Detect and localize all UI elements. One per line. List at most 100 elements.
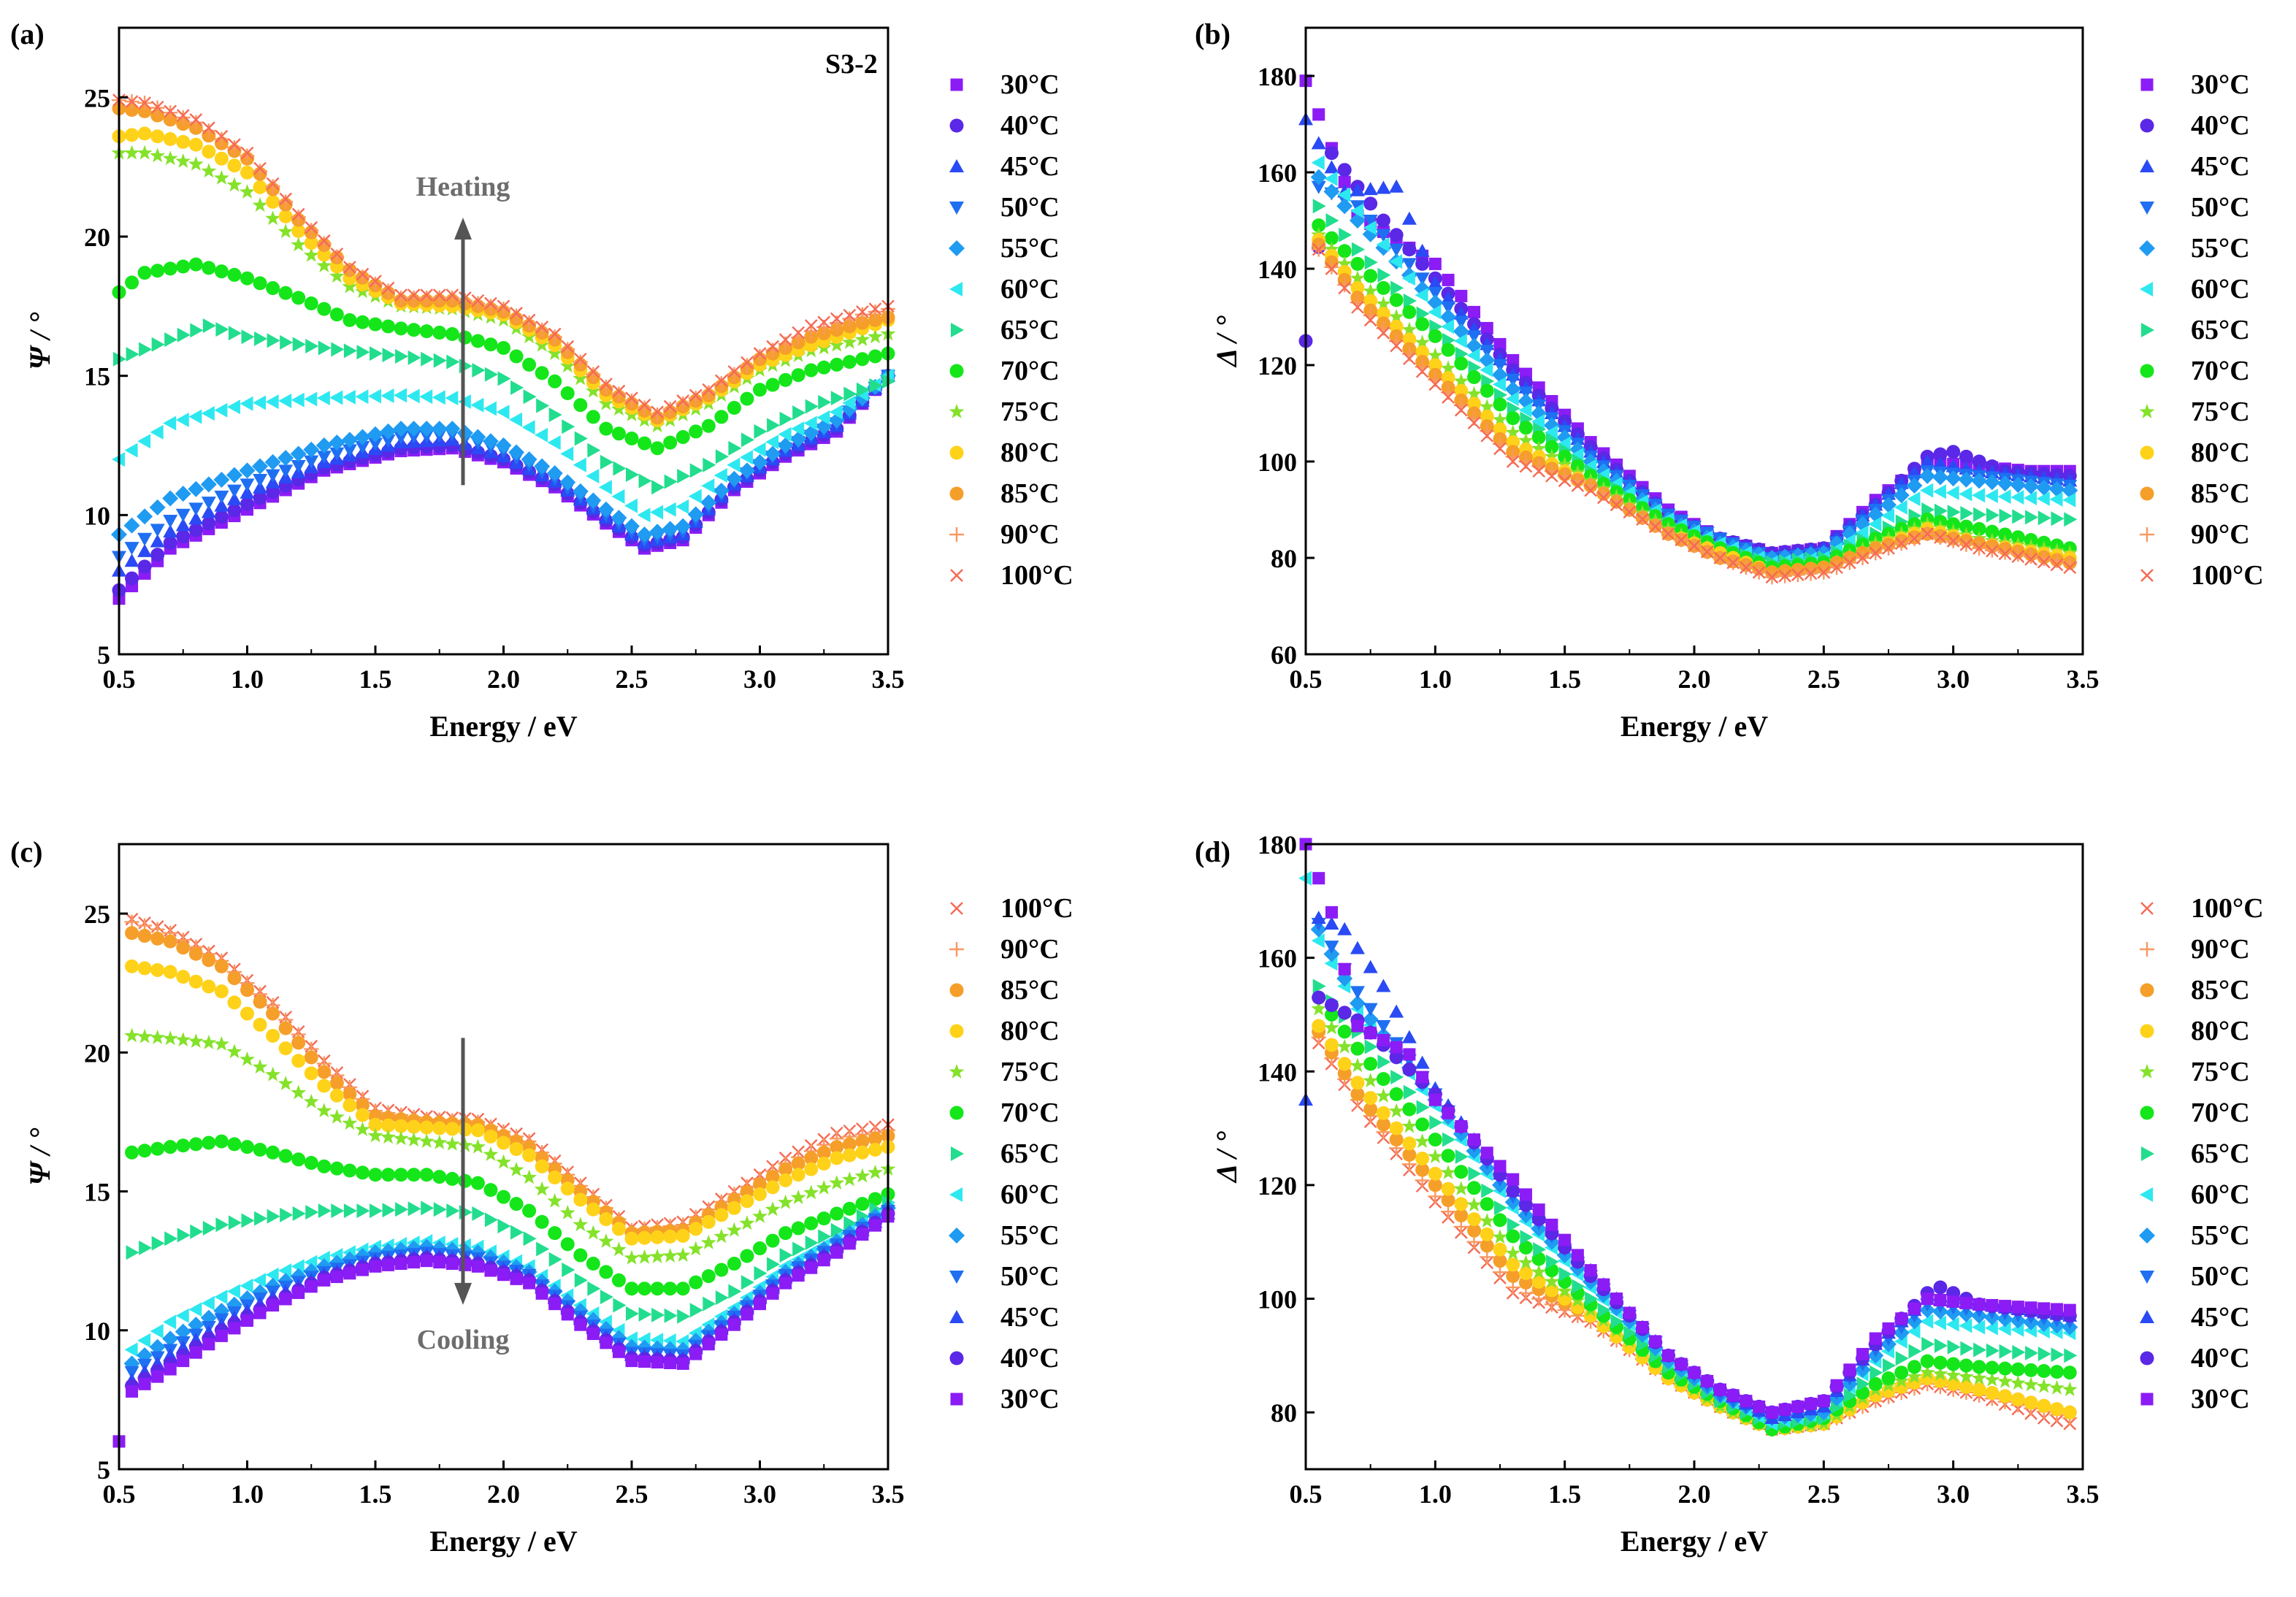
point-30 xyxy=(1493,337,1507,351)
legend-marker-90 xyxy=(2140,527,2154,542)
point-90 xyxy=(253,164,268,179)
point-75 xyxy=(841,1171,857,1187)
point-30 xyxy=(741,1308,754,1321)
point-70 xyxy=(253,1142,267,1157)
point-70 xyxy=(842,355,857,369)
point-30 xyxy=(1351,1019,1364,1033)
legend-label: 100°C xyxy=(1000,560,1074,591)
point-60 xyxy=(1894,499,1907,515)
point-70 xyxy=(765,378,780,392)
point-30 xyxy=(471,1260,484,1273)
point-100 xyxy=(1934,531,1947,544)
legend-marker-50 xyxy=(949,1271,964,1284)
point-70 xyxy=(1985,1360,2000,1375)
point-90 xyxy=(226,139,242,155)
point-100 xyxy=(651,405,664,419)
point-65 xyxy=(843,386,857,402)
y-tick-label: 25 xyxy=(84,900,110,929)
point-65 xyxy=(190,323,204,338)
point-50 xyxy=(1441,301,1456,315)
point-90 xyxy=(278,194,294,210)
point-30 xyxy=(1455,289,1468,302)
point-90 xyxy=(201,123,216,139)
point-100 xyxy=(291,207,305,221)
legend-label: 90°C xyxy=(2191,934,2250,965)
point-65 xyxy=(370,1203,383,1219)
point-85 xyxy=(291,1035,306,1050)
point-80 xyxy=(368,1117,383,1132)
point-55 xyxy=(123,517,140,534)
point-100 xyxy=(676,394,690,407)
legend-label: 100°C xyxy=(1000,893,1074,924)
point-30 xyxy=(1907,1302,1921,1315)
legend-label: 50°C xyxy=(1000,192,1060,223)
point-65 xyxy=(228,326,242,341)
point-60 xyxy=(739,450,753,465)
point-65 xyxy=(689,463,703,478)
point-75 xyxy=(1363,1073,1379,1088)
point-80 xyxy=(458,1122,472,1137)
point-90 xyxy=(394,290,409,305)
point-70 xyxy=(804,1216,819,1230)
point-45 xyxy=(1363,960,1378,973)
point-50 xyxy=(1518,386,1534,400)
point-65 xyxy=(664,1308,678,1323)
point-50 xyxy=(1415,272,1430,286)
point-30 xyxy=(817,1254,830,1267)
point-80 xyxy=(266,194,280,209)
point-65 xyxy=(472,363,486,378)
legend-marker-85 xyxy=(949,983,964,997)
point-30 xyxy=(548,1298,562,1311)
point-60 xyxy=(201,406,215,421)
point-100 xyxy=(240,146,254,160)
point-80 xyxy=(791,1168,805,1182)
point-85 xyxy=(125,102,139,117)
point-70 xyxy=(355,315,370,329)
point-30 xyxy=(1649,1335,1662,1348)
point-70 xyxy=(714,410,729,424)
point-70 xyxy=(753,383,767,397)
point-80 xyxy=(1946,1376,1961,1391)
point-90 xyxy=(637,400,652,415)
point-60 xyxy=(201,1295,215,1311)
point-80 xyxy=(509,1142,524,1157)
point-60 xyxy=(1376,237,1390,252)
point-55 xyxy=(1971,472,1988,489)
point-30 xyxy=(1584,1264,1597,1277)
point-60 xyxy=(1997,489,2011,505)
point-90 xyxy=(1324,259,1339,275)
x-tick-label: 1.0 xyxy=(1419,1479,1452,1509)
point-70 xyxy=(1337,1025,1352,1039)
point-70 xyxy=(740,1249,754,1263)
point-80 xyxy=(497,1135,510,1150)
point-55 xyxy=(226,467,242,483)
point-70 xyxy=(470,1176,485,1190)
point-70 xyxy=(509,1197,524,1211)
point-65 xyxy=(1572,1279,1585,1294)
point-30 xyxy=(1986,1298,1999,1311)
point-60 xyxy=(1932,1315,1946,1330)
point-90 xyxy=(868,304,883,319)
point-75 xyxy=(316,1103,332,1118)
legend-label: 90°C xyxy=(1000,519,1060,550)
point-40 xyxy=(1337,1006,1352,1020)
point-30 xyxy=(715,1328,728,1341)
point-70 xyxy=(791,1221,805,1236)
point-65 xyxy=(280,1207,294,1222)
point-30 xyxy=(523,1276,536,1290)
point-65 xyxy=(395,348,409,364)
point-85 xyxy=(868,1131,882,1146)
point-60 xyxy=(1401,271,1415,286)
point-85 xyxy=(1506,1268,1520,1283)
point-100 xyxy=(612,384,626,398)
point-75 xyxy=(213,169,229,185)
x-tick-label: 2.0 xyxy=(1678,1479,1711,1509)
point-80 xyxy=(1402,1136,1417,1151)
point-75 xyxy=(547,345,563,361)
point-80 xyxy=(1312,1019,1326,1033)
point-60 xyxy=(637,508,651,523)
point-75 xyxy=(1427,1149,1443,1163)
point-85 xyxy=(855,1134,870,1149)
point-70 xyxy=(1531,1252,1546,1266)
point-100 xyxy=(1545,469,1558,483)
